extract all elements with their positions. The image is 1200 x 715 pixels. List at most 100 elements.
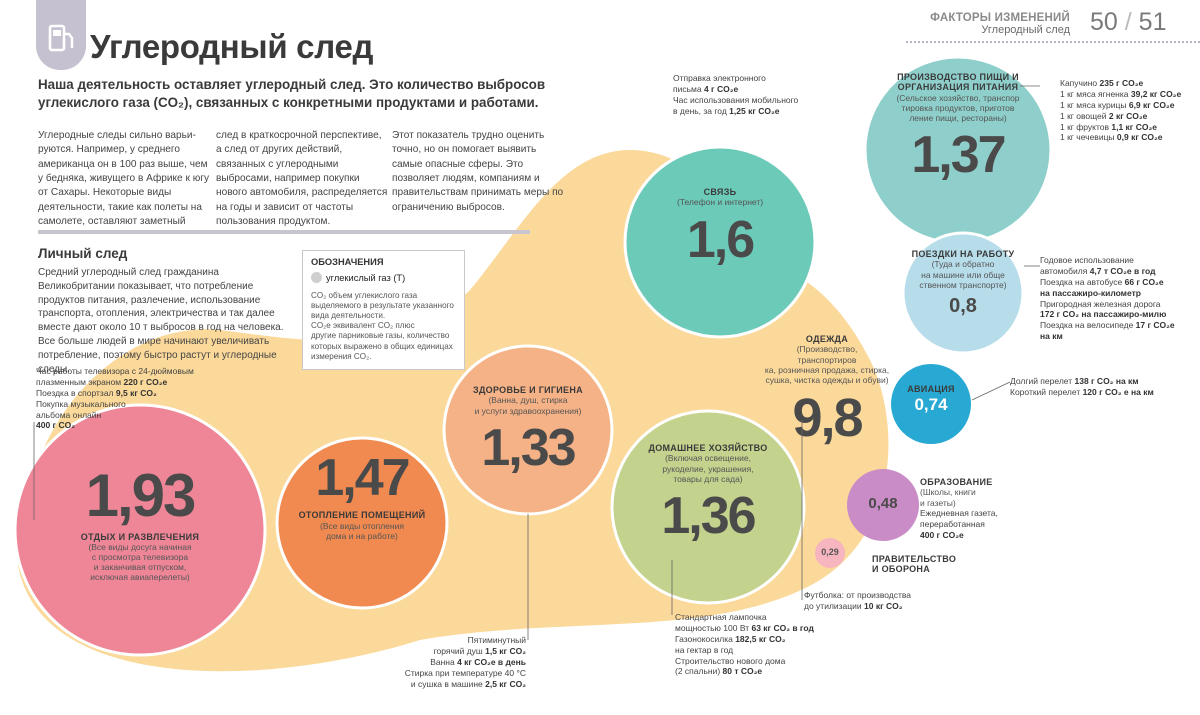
legend-note-line: CO₂e эквивалент CO₂ плюс — [311, 321, 415, 331]
bubble-value-hygiene: 1,33 — [481, 418, 576, 477]
annotation-line: Пятиминутный — [398, 635, 526, 646]
page-separator: / — [1124, 8, 1132, 36]
bubble-value-household: 1,36 — [661, 486, 756, 545]
annotation-value: 400 г CO₂e — [920, 529, 964, 540]
annotation-line: автомобиля 4,7 т CO₂e в год — [1040, 266, 1195, 277]
annotation-text: на гектар в год — [675, 644, 734, 655]
annotation-line: в день, за год 1,25 кг CO₂e — [673, 106, 813, 117]
annotation-line: Покупка музыкального — [36, 399, 206, 410]
bubble-label-communication: СВЯЗЬ (Телефон и интернет) 1,6 — [650, 187, 790, 266]
annotation-clothing: Футболка: от производства до утилизации 1… — [804, 590, 944, 612]
bubble-desc-line: тировка продуктов, приготов­ — [901, 102, 1015, 113]
annotation-aviation: Долгий перелет 138 г CO₂ на км Короткий п… — [1010, 376, 1190, 398]
annotation-text: горячий душ — [433, 645, 486, 656]
annotation-text: Час работы телевизора с 24-дюймовым — [36, 366, 194, 376]
bubble-label-heating: 1,47 ОТОПЛЕНИЕ ПОМЕЩЕНИЙ (Все виды отоплен… — [292, 452, 432, 541]
bubble-value-education: 0,48 — [868, 495, 898, 512]
annotation-line: Ванна 4 кг CO₂e в день — [398, 657, 526, 668]
bubble-label-clothing: ОДЕЖДА (Производство, транспортиров­ка, р… — [752, 334, 902, 445]
annotation-text: 1 кг чечевицы — [1060, 132, 1117, 143]
annotation-commute: Годовое использование автомобиля 4,7 т CO… — [1040, 255, 1195, 342]
annotation-value: 6,9 кг CO₂e — [1128, 99, 1175, 110]
annotation-value: 0,9 кг CO₂e — [1116, 132, 1163, 143]
annotation-text: 1 кг мяса ягненка — [1060, 88, 1131, 99]
annotation-value: 120 г CO₂ e на км — [1082, 386, 1154, 397]
annotation-text: переработанная — [920, 518, 985, 529]
annotation-text: Час использования мобильного — [673, 94, 799, 105]
bubble-title-group: СВЯЗЬ (Телефон и интернет) — [677, 187, 763, 208]
annotation-text: Стандартная лампочка — [675, 612, 767, 622]
bubble-desc-line: исключая авиаперелеты) — [90, 572, 190, 583]
annotation-text: Поездка в спортзал — [36, 387, 116, 398]
annotation-text: Ванна — [430, 656, 458, 667]
bubble-title-group: ОДЕЖДА (Производство, транспортиров­ка, р… — [765, 334, 889, 385]
annotation-value: 138 г CO₂ на км — [1074, 376, 1139, 386]
bubble-desc-line: (Телефон и интернет) — [676, 197, 764, 208]
annotation-line: Капучино 235 г CO₂e — [1060, 78, 1190, 89]
bubble-desc-line: сушка, чистка одежды и обуви) — [765, 374, 889, 385]
bubble-value-commute: 0,8 — [949, 294, 977, 317]
annotation-value: 1,25 кг CO₂e — [729, 105, 780, 116]
bubble-name: ДОМАШНЕЕ ХОЗЯЙСТВО — [648, 443, 768, 453]
bubble-desc-line: рукоделие, украшения, — [662, 463, 754, 474]
bubble-desc-line: (Включая освещение, — [665, 453, 751, 464]
annotation-text: Пятиминутный — [467, 635, 526, 645]
connector-line — [971, 381, 1011, 401]
bubble-name: ПРАВИТЕЛЬСТВО И ОБОРОНА — [872, 554, 957, 575]
fuel-pump-icon — [48, 24, 74, 52]
annotation-value: 10 кг CO₂ — [864, 600, 903, 611]
bubble-title-group: ДОМАШНЕЕ ХОЗЯЙСТВО (Включая освещение, рук… — [648, 443, 767, 484]
bubble-communication — [623, 145, 817, 339]
annotation-value: 1,5 кг CO₂ — [485, 645, 526, 656]
annotation-line: на км — [1040, 331, 1195, 342]
annotation-line: Долгий перелет 138 г CO₂ на км — [1010, 376, 1190, 387]
annotation-line: 1 кг мяса ягненка 39,2 кг CO₂e — [1060, 89, 1190, 100]
annotation-text: Покупка музыкального — [36, 398, 126, 409]
lead-paragraph: Наша деятельность оставляет углеродный с… — [38, 76, 568, 111]
annotation-text: в день, за год — [673, 105, 730, 116]
annotation-value: 1,1 кг CO₂e — [1111, 121, 1157, 132]
bubble-commute — [901, 231, 1025, 355]
legend-note: CO₂ объем углекислого газа выделяемого в… — [311, 291, 456, 362]
bubble-title-group: ЗДОРОВЬЕ И ГИГИЕНА (Ванна, душ, стирка и у… — [473, 385, 583, 416]
personal-heading: Личный след — [38, 246, 128, 261]
annotation-line: Отправка электронного — [673, 73, 813, 84]
legend-note-line: другие парниковые газы, количество — [311, 331, 450, 341]
bubble-leisure — [13, 403, 267, 657]
annotation-text: 1 кг фруктов — [1060, 121, 1112, 132]
bubble-desc-line: (Туда и обратно — [931, 259, 995, 270]
bubble-heating — [275, 436, 449, 610]
bubble-value-leisure: 1,93 — [85, 461, 197, 529]
bubble-title-group: ПРОИЗВОДСТВО ПИЩИ И ОРГАНИЗАЦИЯ ПИТАНИЯ(… — [883, 72, 1033, 123]
annotation-value: 220 г CO₂e — [123, 376, 168, 387]
bubble-desc-line: на машине или обще­ — [921, 269, 1005, 280]
annotation-line: Годовое использование — [1040, 255, 1195, 266]
bubble-desc-line: ление пищи, рестораны) — [909, 113, 1007, 124]
bubble-title-group: ОТОПЛЕНИЕ ПОМЕЩЕНИЙ (Все виды отопления до… — [299, 510, 426, 541]
bubble-aviation — [891, 364, 971, 444]
annotation-line: (2 спальни) 80 т CO₂e — [675, 666, 825, 677]
bubble-value-communication: 1,6 — [686, 210, 755, 269]
bubble-name: ПРОИЗВОДСТВО ПИЩИ И ОРГАНИЗАЦИЯ ПИТАНИЯ — [897, 72, 1019, 93]
annotation-text: Поездка на автобусе — [1040, 276, 1125, 287]
bubble-household — [610, 409, 806, 605]
annotation-value: 182,5 кг CO₂ — [735, 633, 786, 644]
section-name: ФАКТОРЫ ИЗМЕНЕНИЙ — [930, 12, 1070, 24]
annotation-line: Футболка: от производства — [804, 590, 944, 601]
annotation-text: Ежедневная газета, — [920, 508, 998, 518]
annotation-value: 80 т CO₂e — [722, 666, 763, 677]
annotation-value: 2,5 кг CO₂ — [485, 678, 526, 689]
bubble-desc-line: (Школы, книги — [920, 487, 976, 498]
annotation-line: плазменным экраном 220 г CO₂e — [36, 377, 206, 388]
subsection-name: Углеродный след — [981, 24, 1070, 36]
annotation-text: Газонокосилка — [675, 633, 736, 644]
bubble-desc-line: и услуги здравоохранения) — [474, 405, 582, 416]
annotation-value: 9,5 кг CO₂ — [115, 387, 157, 398]
dotted-rule — [906, 41, 1200, 43]
annotation-text: Капучино — [1060, 78, 1100, 88]
annotation-line: мощностью 100 Вт 63 кг CO₂ в год — [675, 623, 825, 634]
